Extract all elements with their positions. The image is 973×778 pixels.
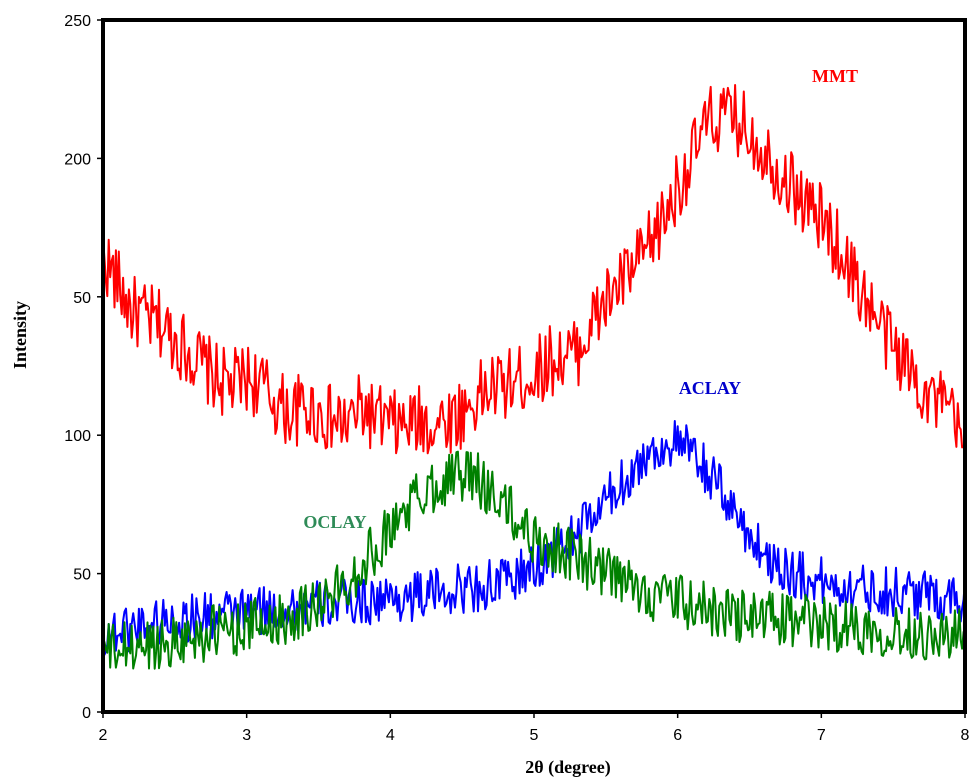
y-tick-label: 200 xyxy=(64,151,91,168)
series-label-mmt: MMT xyxy=(812,66,858,86)
y-tick-label: 0 xyxy=(82,705,91,722)
series-line-oclay xyxy=(102,450,966,670)
series-label-aclay: ACLAY xyxy=(679,378,741,398)
x-tick-label: 4 xyxy=(386,727,395,744)
series-layer xyxy=(102,84,966,670)
x-tick-label: 8 xyxy=(961,727,970,744)
y-tick-label: 250 xyxy=(64,13,91,30)
x-tick-label: 5 xyxy=(530,727,539,744)
series-label-oclay: OCLAY xyxy=(303,512,366,532)
x-axis-title: 2θ (degree) xyxy=(525,757,611,778)
x-tick-label: 7 xyxy=(817,727,826,744)
y-tick-label: 100 xyxy=(64,428,91,445)
x-axis-ticks: 2 3 4 5 6 7 8 xyxy=(99,712,970,744)
series-line-mmt xyxy=(102,84,966,455)
x-tick-label: 3 xyxy=(242,727,251,744)
y-axis-title: Intensity xyxy=(10,301,30,369)
x-tick-label: 6 xyxy=(673,727,682,744)
x-tick-label: 2 xyxy=(99,727,108,744)
y-axis-ticks: 0 50 100 50 200 250 xyxy=(64,13,103,722)
y-tick-label: 50 xyxy=(73,290,91,307)
series-labels: MMT ACLAY OCLAY xyxy=(303,66,858,532)
y-tick-label: 50 xyxy=(73,567,91,584)
